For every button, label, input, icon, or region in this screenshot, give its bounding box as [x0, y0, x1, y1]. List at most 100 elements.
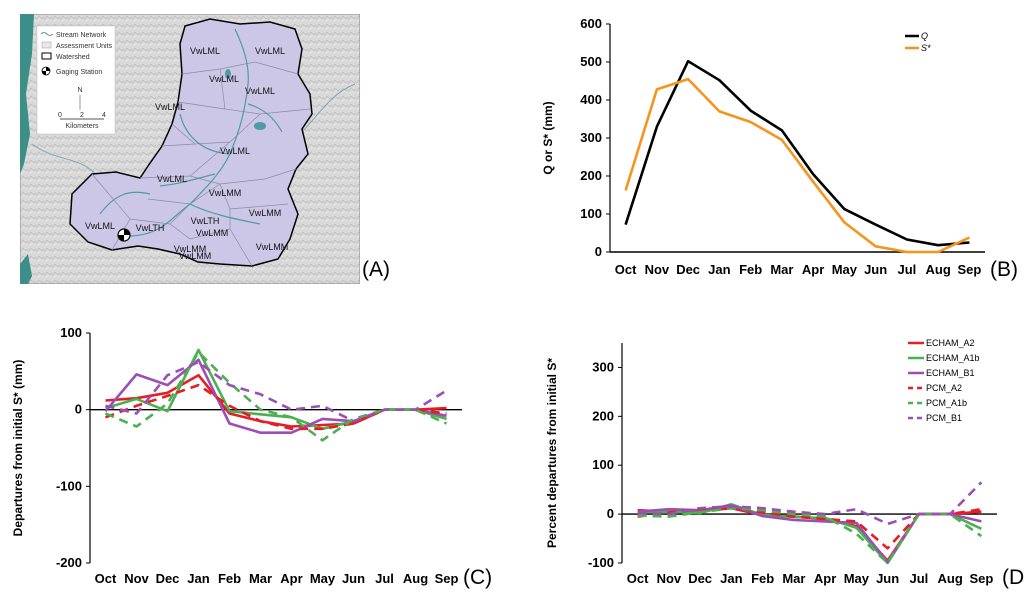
x-tick-label: Jun	[864, 262, 887, 277]
series-line	[624, 77, 970, 254]
x-tick-label: Jul	[375, 571, 394, 586]
assessment-unit-label: VwLML	[245, 86, 275, 96]
map-legend-item: Stream Network	[56, 32, 107, 39]
x-tick-label: Jan	[187, 571, 209, 586]
stream-legend-icon	[40, 32, 54, 36]
x-tick-label: Mar	[770, 262, 793, 277]
chart-d: -100 0 100 200 300 Oct Nov Dec Jan Feb Mar Apr May Ju…	[545, 338, 997, 586]
x-tick-label: Oct	[615, 262, 637, 277]
panel-label-b: (B)	[990, 258, 1018, 281]
x-tick-label: Aug	[925, 262, 950, 277]
legend-label: PCM_A2	[926, 383, 962, 393]
scale-tick: 0	[58, 112, 62, 119]
y-axis-label: Percent departures from initial S*	[545, 358, 559, 548]
panel-label-a: (A)	[362, 258, 390, 281]
assessment-unit-label: VwLML	[190, 46, 220, 56]
background-river-2	[299, 83, 356, 135]
x-tick-label: Dec	[688, 571, 712, 586]
assessment-unit-label: VwLMM	[174, 244, 207, 254]
assessment-unit-label: VwLTH	[191, 216, 220, 226]
assessment-unit-label: VwLML	[255, 46, 285, 56]
y-tick-label: 100	[60, 325, 82, 340]
y-tick-label: 200	[592, 408, 614, 423]
map-legend-item: Assessment Units	[56, 43, 113, 50]
assessment-unit-label: VwLMM	[249, 208, 282, 218]
y-tick-label: 300	[580, 130, 602, 145]
watershed-legend-icon	[41, 52, 52, 60]
x-tick-label: Feb	[739, 262, 762, 277]
x-tick-label: May	[310, 571, 336, 586]
y-tick-label: 0	[75, 402, 82, 417]
y-tick-label: -200	[56, 555, 82, 570]
x-tick-label: Oct	[95, 571, 117, 586]
x-tick-label: Jun	[876, 571, 899, 586]
x-tick-label: Aug	[937, 571, 962, 586]
assessment-unit-borders	[91, 61, 311, 267]
y-tick-label: 500	[580, 54, 602, 69]
coast-water	[20, 14, 34, 174]
series-line	[637, 481, 983, 526]
assessment-unit-label: VwLML	[157, 174, 187, 184]
assessment-unit-legend-icon	[41, 41, 52, 49]
y-axis-label: Departures from initial S* (mm)	[11, 360, 25, 537]
lake	[254, 122, 266, 130]
legend-label: PCM_B1	[926, 413, 962, 423]
x-tick-label: Dec	[156, 571, 180, 586]
scale-tick: 2	[80, 112, 84, 119]
y-tick-label: 0	[607, 506, 614, 521]
x-tick-label: Apr	[280, 571, 302, 586]
y-tick-label: 300	[592, 359, 614, 374]
x-tick-label: Oct	[627, 571, 649, 586]
x-tick-label: Feb	[218, 571, 241, 586]
assessment-unit-label: VwLML	[209, 74, 239, 84]
x-tick-label: Nov	[645, 262, 670, 277]
x-tick-label: Mar	[782, 571, 805, 586]
map-legend: Stream Network Assessment Units Watershe…	[36, 25, 116, 135]
x-tick-label: Jul	[909, 571, 928, 586]
y-tick-label: 200	[580, 168, 602, 183]
panel-label-c: (C)	[463, 566, 493, 589]
x-tick-label: Apr	[814, 571, 836, 586]
assessment-unit-label: VwLMM	[179, 251, 212, 261]
chart-c: -200 -100 0 100 Oct Nov Dec Jan Feb Mar Apr May Jun J…	[11, 325, 462, 586]
x-tick-label: Jul	[897, 262, 916, 277]
x-tick-label: Jan	[708, 262, 730, 277]
x-tick-label: Sep	[435, 571, 459, 586]
coast-water-lower	[20, 254, 32, 284]
assessment-unit-label: VwLML	[85, 221, 115, 231]
series-line	[104, 358, 447, 434]
x-tick-label: Nov	[657, 571, 682, 586]
gaging-station-icon	[117, 228, 131, 242]
legend-label: ECHAM_A2	[926, 338, 975, 348]
gaging-station-legend-icon	[41, 66, 51, 76]
chart-b: 0 100 200 300 400 500 600 Oct Nov Dec Jan Feb Mar Apr…	[541, 16, 985, 277]
watershed-map: VwLML VwLML VwLML VwLML VwLML VwLML VwLML VwLMM…	[19, 13, 361, 285]
assessment-unit-label: VwLML	[220, 146, 250, 156]
y-axis-label: Q or S* (mm)	[541, 101, 555, 174]
assessment-unit-label: VwLMM	[196, 228, 229, 238]
x-tick-label: Dec	[676, 262, 700, 277]
series-line	[624, 59, 970, 247]
y-tick-label: 400	[580, 92, 602, 107]
legend-label: ECHAM_B1	[926, 368, 975, 378]
scale-units: Kilometers	[65, 123, 99, 130]
lake-2	[225, 69, 231, 79]
x-tick-label: Sep	[957, 262, 981, 277]
map-legend-item: Gaging Station	[56, 69, 102, 76]
map-legend-item: Watershed	[56, 54, 90, 61]
y-tick-label: 100	[592, 457, 614, 472]
assessment-unit-label: VwLMM	[209, 188, 242, 198]
y-tick-label: 100	[580, 206, 602, 221]
x-tick-label: Feb	[751, 571, 774, 586]
y-tick-label: 600	[580, 16, 602, 31]
assessment-unit-label: VwLML	[155, 102, 185, 112]
legend-label: PCM_A1b	[926, 398, 967, 408]
x-tick-label: May	[844, 571, 870, 586]
assessment-unit-label: VwLMM	[256, 242, 289, 252]
y-tick-label: -100	[588, 555, 614, 570]
x-tick-label: May	[832, 262, 858, 277]
x-tick-label: Aug	[403, 571, 428, 586]
y-tick-label: -100	[56, 478, 82, 493]
x-tick-label: Jan	[720, 571, 742, 586]
series-line	[637, 505, 982, 550]
